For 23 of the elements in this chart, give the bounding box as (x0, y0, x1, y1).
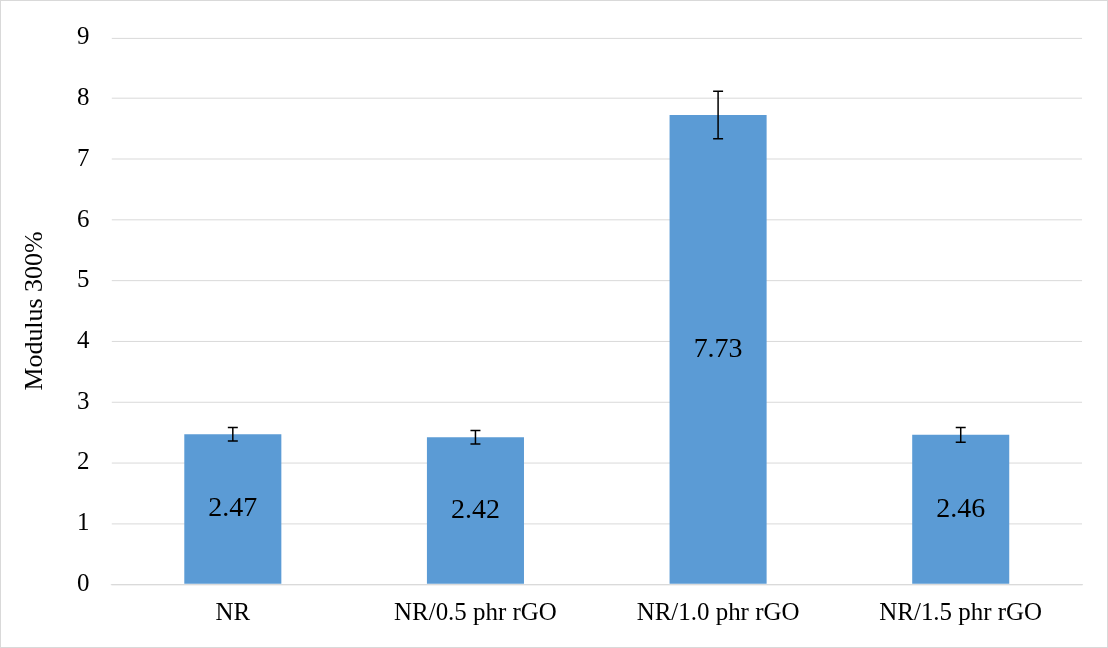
y-tick-label: 3 (77, 386, 90, 414)
data-label: 2.47 (208, 491, 258, 523)
y-tick-label: 7 (77, 143, 90, 171)
bar (669, 114, 767, 584)
x-tick-label: NR (215, 597, 251, 625)
y-tick-label: 5 (77, 265, 90, 293)
data-label: 2.46 (936, 491, 986, 523)
y-axis-title: Modulus 300% (19, 231, 49, 391)
bar (184, 434, 282, 584)
y-tick-label: 8 (77, 83, 90, 111)
x-tick-label: NR/0.5 phr rGO (394, 597, 557, 625)
y-tick-label: 2 (77, 447, 90, 475)
x-tick-label: NR/1.0 phr rGO (636, 597, 800, 625)
bar (426, 437, 524, 584)
data-label: 2.42 (451, 492, 500, 524)
y-tick-label: 1 (77, 508, 90, 536)
bar (912, 434, 1010, 584)
y-tick-label: 4 (77, 325, 91, 353)
data-label: 7.73 (693, 331, 743, 363)
y-tick-label: 6 (77, 204, 90, 232)
x-tick-label: NR/1.5 phr rGO (879, 597, 1043, 625)
y-tick-label: 0 (77, 568, 90, 596)
y-tick-label: 9 (77, 22, 90, 50)
